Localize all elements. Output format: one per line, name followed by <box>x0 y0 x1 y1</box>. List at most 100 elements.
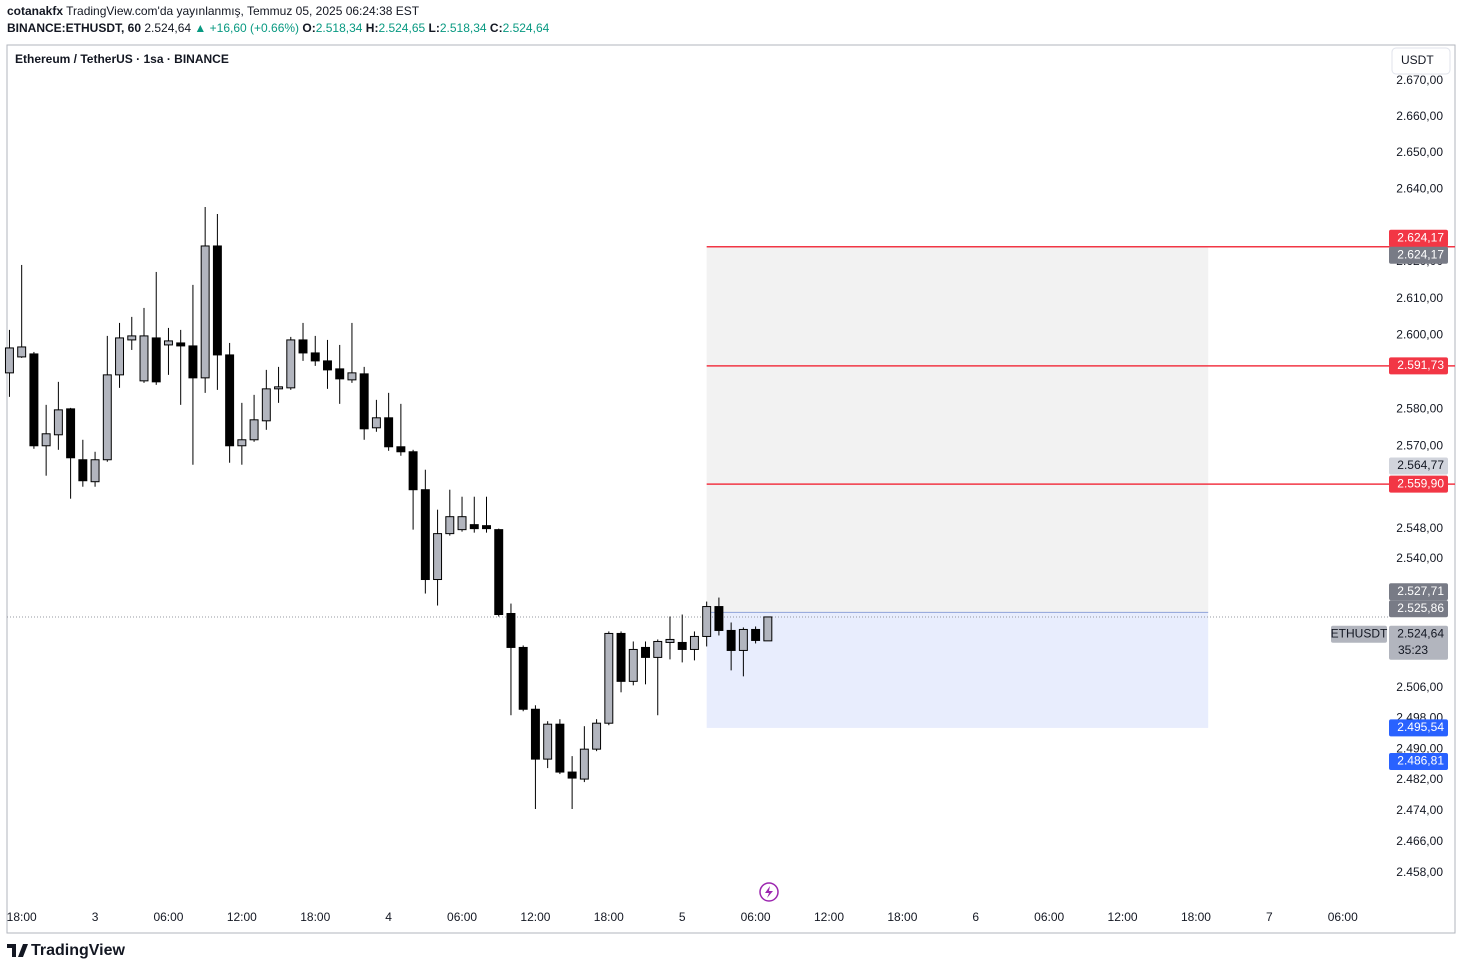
price-badge-label: 2.486,81 <box>1397 754 1444 768</box>
x-tick-label: 12:00 <box>814 910 844 924</box>
x-tick-label: 12:00 <box>227 910 257 924</box>
ohlc-value: 2.524,64 <box>503 21 550 35</box>
candle-body <box>408 451 418 491</box>
y-tick-label: 2.570,00 <box>1396 439 1443 453</box>
candle-body <box>592 722 602 750</box>
x-tick-label: 06:00 <box>153 910 183 924</box>
header-line: cotanakfx TradingView.com'da yayınlanmış… <box>7 4 420 18</box>
candle-body <box>323 360 332 371</box>
y-tick-label: 2.580,00 <box>1396 401 1443 415</box>
y-tick-label: 2.506,00 <box>1396 680 1443 694</box>
y-tick-label: 2.600,00 <box>1396 328 1443 342</box>
candle-body <box>298 339 308 354</box>
candle-body <box>433 533 443 581</box>
logo <box>7 944 28 957</box>
candle-body <box>102 374 112 461</box>
candle-body <box>274 386 284 390</box>
candle-body <box>17 346 27 358</box>
price-badge-label: 2.559,90 <box>1397 476 1444 490</box>
ohlc-value: 2.524,65 <box>378 21 425 35</box>
header-quote: BINANCE:ETHUSDT, 60 2.524,64 ▲ +16,60 (+… <box>7 21 550 35</box>
candle-body <box>653 640 663 658</box>
chart-title: Ethereum / TetherUS · 1sa · BINANCE <box>15 52 229 66</box>
candle-body <box>714 606 724 631</box>
candle-body <box>29 353 39 447</box>
candle-body <box>200 245 210 379</box>
price-badge-label: 2.524,64 <box>1397 626 1444 640</box>
x-tick-label: 06:00 <box>1328 910 1358 924</box>
price-badge <box>1389 457 1448 475</box>
candle-body <box>212 245 222 356</box>
x-tick-label: 7 <box>1266 910 1273 924</box>
candle-body <box>665 638 675 643</box>
price-badge-label: 2.525,86 <box>1397 601 1444 615</box>
x-tick-label: 5 <box>679 910 686 924</box>
candle-body <box>628 648 638 682</box>
candle-body <box>420 489 430 581</box>
ohlc-key: H: <box>366 21 379 35</box>
publisher: cotanakfx <box>7 4 63 18</box>
currency-box[interactable] <box>1391 47 1451 75</box>
candle-body <box>457 516 467 531</box>
price: 2.524,64 <box>144 21 191 35</box>
candle-body <box>555 723 565 773</box>
candle-body <box>677 641 687 650</box>
candle-body <box>310 352 320 362</box>
ohlc-value: 2.518,34 <box>316 21 363 35</box>
candle-body <box>702 606 712 637</box>
event-bolt <box>765 886 773 898</box>
price-badge <box>1389 625 1448 660</box>
candle-body <box>530 708 540 760</box>
candle-body <box>286 339 296 389</box>
candle-body <box>261 388 271 422</box>
price-badge <box>1389 229 1448 247</box>
price-badge-label: 2.624,17 <box>1397 230 1444 244</box>
price-badge <box>1389 719 1448 737</box>
event-icon[interactable] <box>759 882 779 902</box>
y-tick-label: 2.660,00 <box>1396 109 1443 123</box>
price-badge <box>1389 600 1448 618</box>
price-badge-label: 2.564,77 <box>1397 458 1444 472</box>
y-tick-label: 2.650,00 <box>1396 145 1443 159</box>
y-tick-label: 2.482,00 <box>1396 772 1443 786</box>
candle-body <box>604 632 614 724</box>
x-tick-label: 12:00 <box>1108 910 1138 924</box>
ohlc-key: C: <box>490 21 503 35</box>
price-badge-label: 2.624,17 <box>1397 247 1444 261</box>
symbol-badge <box>1331 625 1387 643</box>
y-tick-label: 2.474,00 <box>1396 803 1443 817</box>
price-badge <box>1389 475 1448 493</box>
candle-body <box>359 373 369 430</box>
x-tick-label: 06:00 <box>741 910 771 924</box>
candle-body <box>384 417 394 448</box>
price-badge <box>1389 246 1448 264</box>
currency: USDT <box>1401 53 1434 67</box>
candle-body <box>4 347 14 374</box>
candle-body <box>494 529 504 616</box>
x-tick-label: 4 <box>385 910 392 924</box>
candle-body <box>641 646 650 658</box>
y-tick-label: 2.610,00 <box>1396 291 1443 305</box>
y-tick-label: 2.466,00 <box>1396 834 1443 848</box>
price-badge <box>1389 357 1448 375</box>
candle-body <box>518 646 528 710</box>
candle-body <box>347 372 357 381</box>
profit-zone <box>706 246 1209 613</box>
candle-body <box>188 345 198 379</box>
candle-body <box>506 612 516 648</box>
x-tick-label: 18:00 <box>7 910 37 924</box>
symbol: BINANCE:ETHUSDT, 60 <box>7 21 141 35</box>
candle-body <box>66 408 76 459</box>
price-badge-label: 2.591,73 <box>1397 358 1444 372</box>
candle-body <box>469 524 479 530</box>
candle-body <box>396 446 406 453</box>
published: TradingView.com'da yayınlanmış, Temmuz 0… <box>66 4 420 18</box>
candle-body <box>237 439 247 447</box>
ohlc-value: 2.518,34 <box>440 21 487 35</box>
candle-body <box>90 459 100 483</box>
candle-body <box>151 337 161 383</box>
candle-body <box>738 628 748 651</box>
candle-body <box>616 632 626 682</box>
